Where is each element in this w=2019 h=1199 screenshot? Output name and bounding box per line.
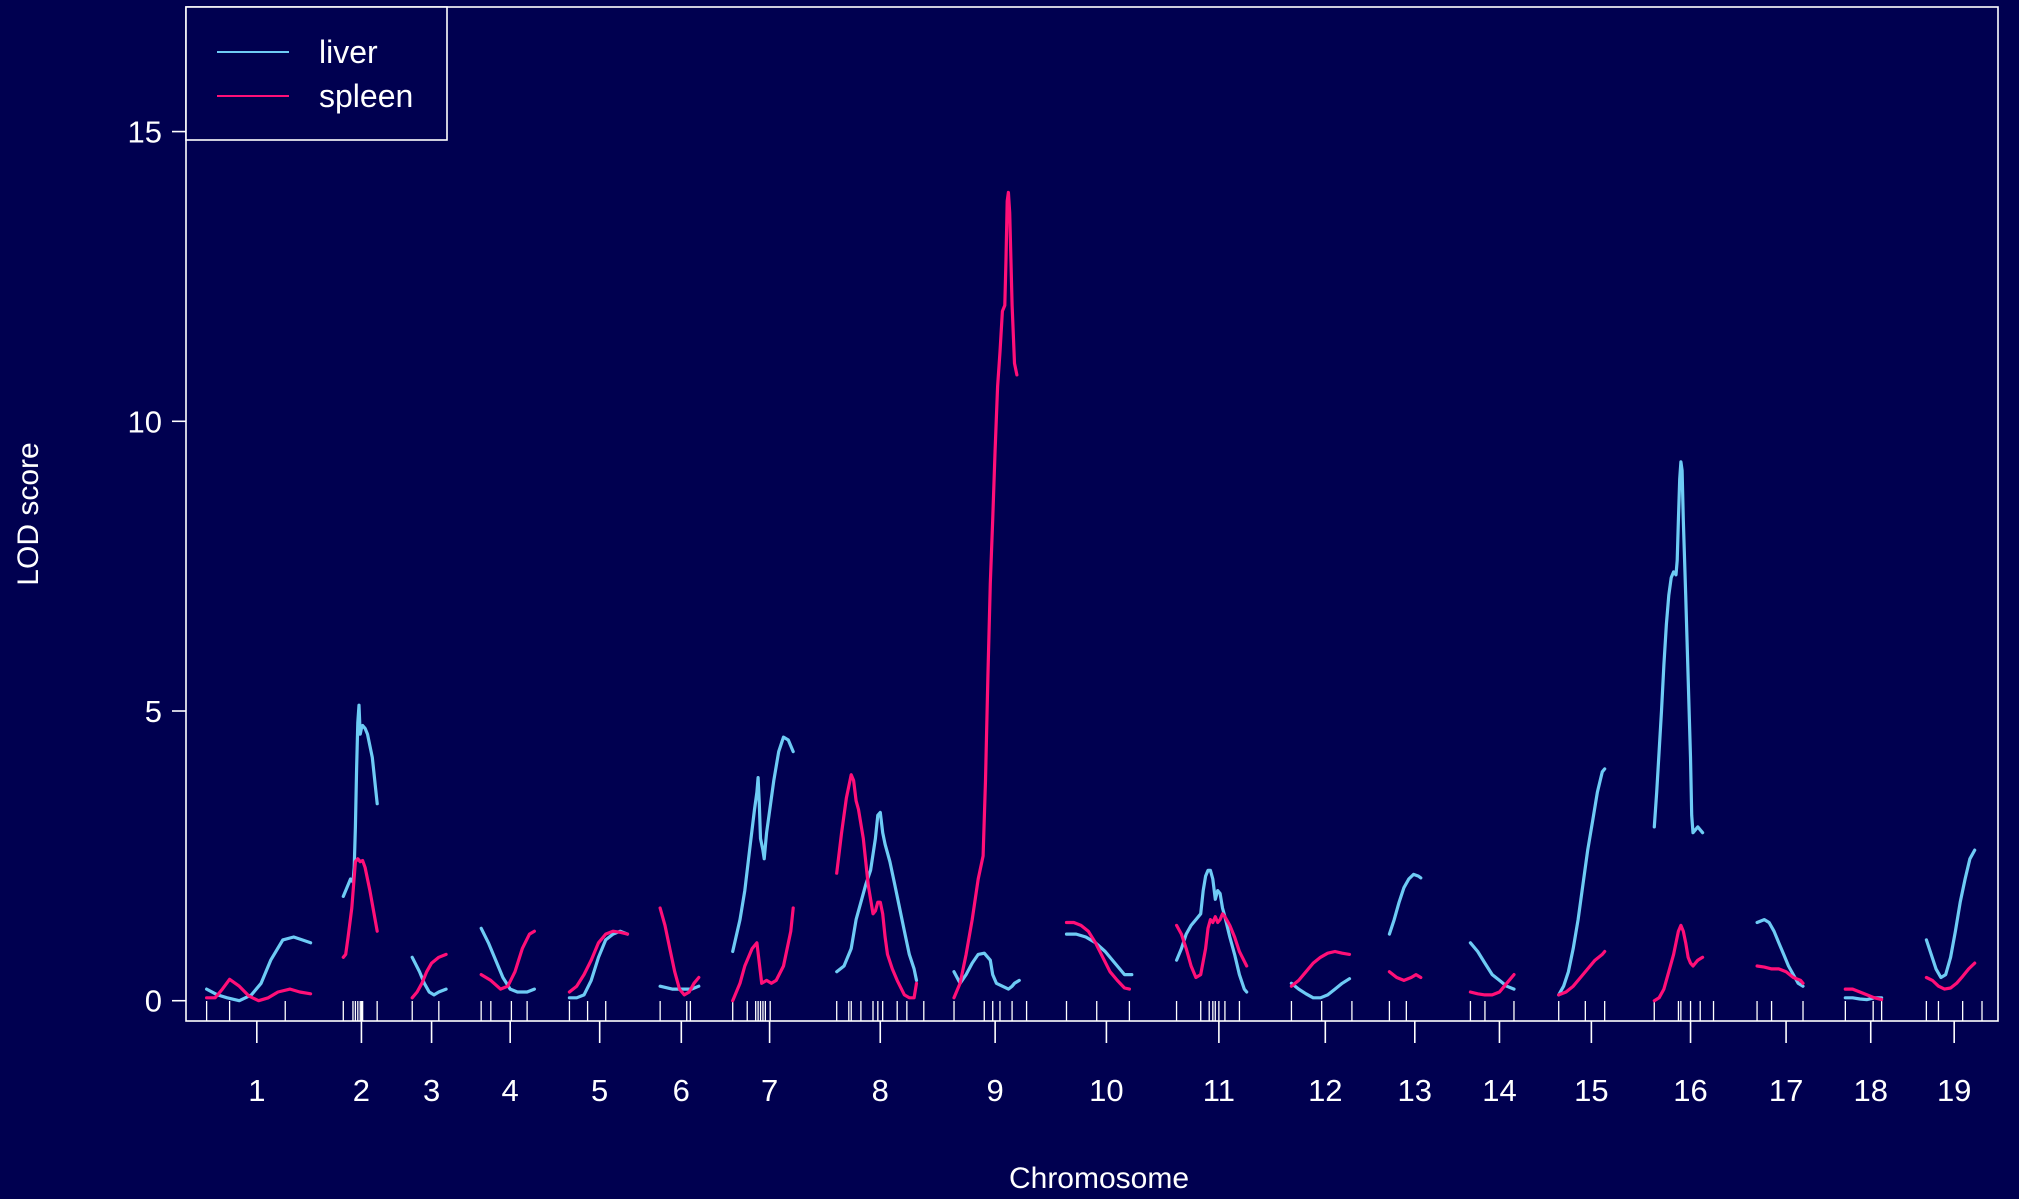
x-tick-label: 10 (1089, 1073, 1123, 1108)
liver-line-chr13 (1387, 872, 1423, 936)
x-tick-label: 3 (423, 1073, 440, 1108)
y-axis: 0 5 10 15 (128, 115, 186, 1019)
spleen-line-chr15 (1557, 949, 1607, 997)
x-tick-label: 16 (1673, 1073, 1707, 1108)
liver-line-chr11 (1175, 868, 1249, 994)
y-axis-title: LOD score (12, 442, 45, 585)
x-tick-label: 8 (872, 1073, 889, 1108)
x-axis-title: Chromosome (1009, 1162, 1189, 1195)
liver-line-chr1 (205, 935, 313, 1003)
spleen-line-chr13 (1387, 970, 1423, 982)
legend-liver-label: liver (319, 34, 378, 70)
spleen-line-chr2 (341, 857, 379, 959)
liver-line-chr15 (1557, 767, 1607, 997)
x-tick-label: 4 (502, 1073, 519, 1108)
x-tick-label: 1 (248, 1073, 265, 1108)
spleen-line-chr11 (1175, 912, 1249, 980)
liver-line-chr6 (658, 984, 701, 991)
x-tick-label: 5 (591, 1073, 608, 1108)
liver-line-chr4 (479, 926, 536, 994)
y-tick-label: 10 (128, 404, 162, 439)
liver-line-chr19 (1924, 848, 1977, 980)
x-tick-label: 6 (673, 1073, 690, 1108)
plot-area-border (185, 6, 1999, 1022)
x-tick-label: 12 (1308, 1073, 1342, 1108)
series-layer (205, 190, 1977, 1003)
liver-line-chr16 (1652, 460, 1705, 835)
liver-line-chr3 (410, 955, 448, 997)
spleen-line-chr7 (731, 906, 795, 1003)
liver-line-chr9 (952, 951, 1021, 991)
liver-line-chr12 (1289, 977, 1352, 1000)
spleen-line-chr16 (1652, 923, 1705, 1003)
x-tick-label: 2 (353, 1073, 370, 1108)
spleen-line-chr19 (1924, 961, 1977, 991)
x-tick-label: 18 (1853, 1073, 1887, 1108)
y-tick-label: 0 (145, 984, 162, 1019)
liver-line-chr8 (835, 810, 919, 982)
x-tick-label: 9 (987, 1073, 1004, 1108)
x-tick-label: 7 (761, 1073, 778, 1108)
spleen-line-chr10 (1064, 920, 1131, 991)
x-tick-label: 13 (1398, 1073, 1432, 1108)
spleen-line-chr17 (1755, 964, 1805, 985)
spleen-line-chr8 (835, 773, 919, 1000)
liver-line-chr10 (1064, 932, 1134, 977)
x-tick-label: 14 (1482, 1073, 1516, 1108)
x-tick-label: 11 (1203, 1073, 1235, 1108)
legend-spleen-label: spleen (319, 78, 413, 114)
legend: liver spleen (185, 6, 448, 141)
spleen-line-chr1 (205, 977, 313, 1003)
spleen-line-chr3 (410, 952, 448, 1000)
spleen-line-chr18 (1843, 987, 1884, 1002)
liver-line-chr2 (341, 703, 379, 898)
x-tick-label: 15 (1574, 1073, 1608, 1108)
legend-box (185, 6, 448, 141)
marker-rug (205, 1001, 1983, 1021)
y-tick-label: 15 (128, 115, 162, 150)
spleen-line-chr9 (952, 190, 1019, 1000)
x-tick-label: 19 (1937, 1073, 1971, 1108)
liver-line-chr14 (1468, 941, 1516, 991)
spleen-line-chr6 (658, 906, 701, 997)
spleen-line-chr12 (1289, 949, 1352, 988)
spleen-line-chr4 (479, 929, 536, 991)
spleen-line-chr14 (1468, 973, 1516, 997)
x-tick-label: 17 (1769, 1073, 1803, 1108)
y-tick-label: 5 (145, 694, 162, 729)
spleen-line-chr5 (567, 929, 630, 994)
x-axis: 1 2 3 4 5 6 7 8 9 10 11 12 13 14 15 16 17 18 19 (248, 1021, 1971, 1108)
liver-line-chr7 (731, 735, 795, 954)
